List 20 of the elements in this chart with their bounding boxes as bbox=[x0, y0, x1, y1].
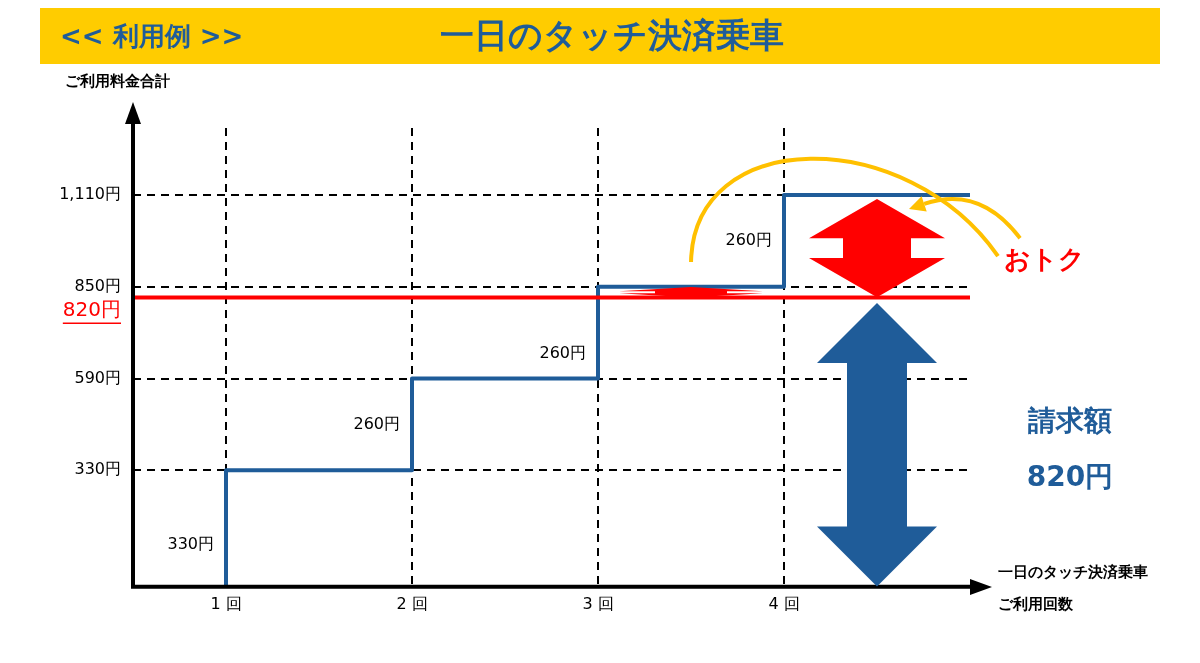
text: 820円 bbox=[1025, 459, 1115, 496]
x-axis-title: 一日のタッチ決済乗車ご利用回数 bbox=[998, 562, 1148, 613]
x-tick-label: 2 回 bbox=[396, 593, 428, 613]
text: 請求額 bbox=[1027, 403, 1113, 440]
annotation: 330円 bbox=[167, 533, 214, 553]
y-tick-label: 590円 bbox=[74, 367, 121, 387]
text: おトク bbox=[1004, 243, 1085, 277]
annotation: 260円 bbox=[353, 413, 400, 433]
x-tick-label: 4 回 bbox=[768, 593, 800, 613]
y-axis-title: ご利用料金合計 bbox=[65, 72, 170, 91]
y-tick-label: 1,110円 bbox=[59, 184, 121, 204]
x-tick-label: 1 回 bbox=[210, 593, 242, 613]
y-tick-label: 330円 bbox=[74, 459, 121, 479]
chart-subtitle: << 利用例 >> bbox=[60, 19, 245, 53]
y-tick-label: 850円 bbox=[74, 275, 121, 295]
chart-title: 一日のタッチ決済乗車 bbox=[440, 14, 784, 57]
x-tick-label: 3 回 bbox=[582, 593, 614, 613]
annotation: 260円 bbox=[725, 230, 772, 250]
ref-line-label: 820円 bbox=[62, 296, 121, 321]
annotation: 260円 bbox=[539, 343, 586, 363]
